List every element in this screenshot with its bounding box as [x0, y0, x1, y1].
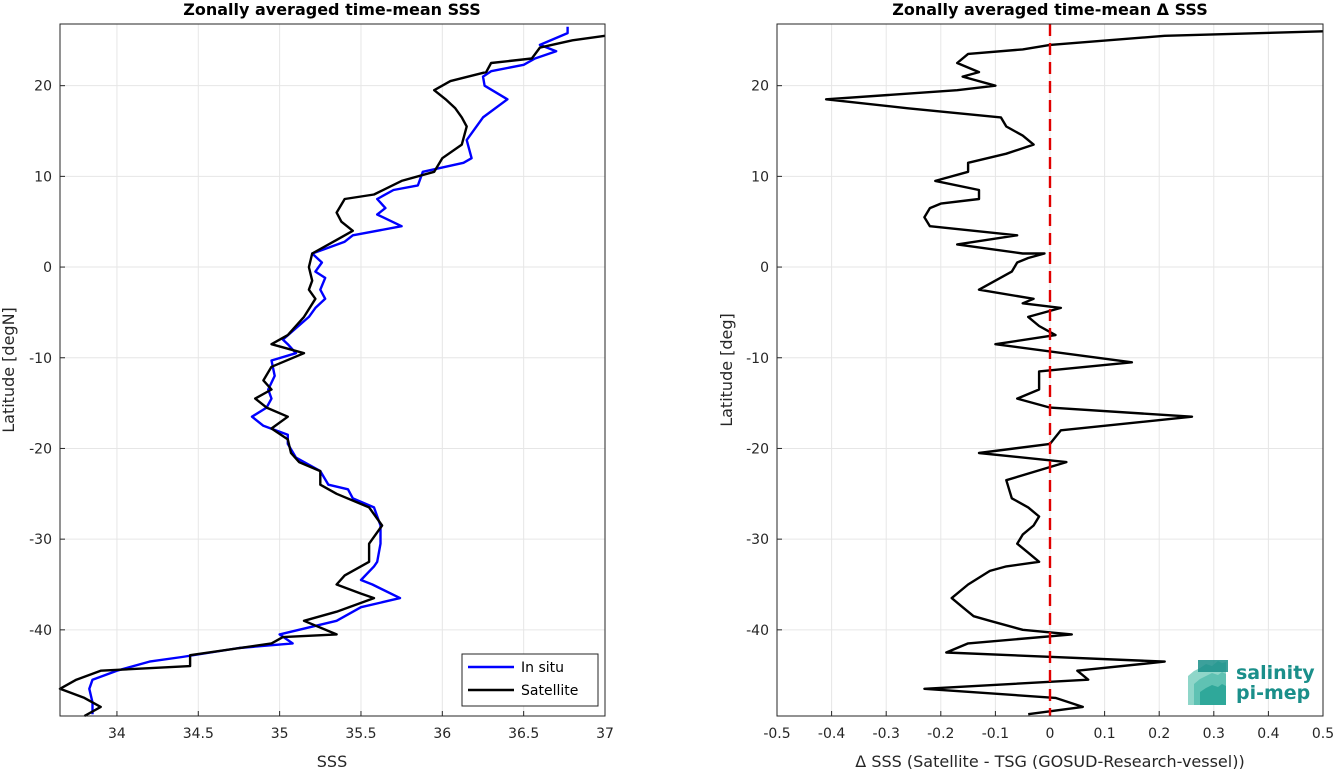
right-y-tick-label: 0	[760, 260, 769, 276]
left-y-tick-label: 0	[43, 260, 52, 276]
left-x-tick-label: 34	[108, 726, 126, 742]
right-tick-labels: -0.5 -0.4 -0.3 -0.2 -0.1 0 0.1 0.2 0.3 0.4 0.5 -40 -…	[746, 79, 1334, 742]
right-y-axis-label: Latitude [deg]	[717, 313, 736, 427]
right-y-tick-label: -40	[746, 623, 769, 639]
right-y-tick-label: 20	[751, 79, 769, 95]
legend-box	[461, 653, 599, 707]
right-chart-panel: -0.5 -0.4 -0.3 -0.2 -0.1 0 0.1 0.2 0.3 0.4 0.5 -40 -…	[717, 0, 1334, 769]
left-y-axis-label: Latitude [degN]	[0, 307, 18, 433]
right-x-tick-label: -0.3	[873, 726, 900, 742]
right-chart-title: Zonally averaged time-mean Δ SSS	[892, 0, 1208, 19]
right-x-tick-label: 0.5	[1312, 726, 1334, 742]
right-x-tick-label: 0.2	[1148, 726, 1170, 742]
legend-label-in-situ: In situ	[521, 660, 564, 676]
legend-label-satellite: Satellite	[521, 683, 578, 699]
right-plot-frame	[776, 23, 1324, 717]
right-x-tick-label: 0.1	[1093, 726, 1115, 742]
right-x-tick-label: -0.4	[818, 726, 845, 742]
left-y-tick-label: 20	[34, 79, 52, 95]
logo-line-2: pi-mep	[1236, 682, 1310, 704]
left-x-tick-label: 36.5	[508, 726, 539, 742]
left-series-group	[58, 26, 606, 718]
right-y-tick-label: 10	[751, 169, 769, 185]
left-y-tick-label: -40	[29, 623, 52, 639]
right-x-tick-label: -0.5	[763, 726, 790, 742]
left-y-tick-label: 10	[34, 169, 52, 185]
left-x-tick-label: 35	[271, 726, 289, 742]
left-x-tick-label: 37	[596, 726, 614, 742]
right-x-tick-label: -0.2	[927, 726, 954, 742]
logo-mark-top	[1198, 660, 1228, 672]
left-plot-frame	[59, 23, 606, 717]
right-y-tick-label: -20	[746, 441, 769, 457]
left-chart-title: Zonally averaged time-mean SSS	[183, 0, 481, 19]
right-y-tick-label: -10	[746, 351, 769, 367]
right-series-delta-sss-line	[824, 30, 1324, 716]
right-x-axis-label: Δ SSS (Satellite - TSG (GOSUD-Research-v…	[855, 752, 1244, 769]
left-y-tick-label: -10	[29, 351, 52, 367]
logo-line-1: salinity	[1236, 662, 1315, 684]
left-chart-panel: 34 34.5 35 35.5 36 36.5 37 -40 -30 -20 -10 0 10 20 Zo…	[0, 0, 614, 769]
left-x-axis-label: SSS	[317, 752, 347, 769]
left-x-tick-label: 35.5	[345, 726, 376, 742]
right-series-group	[824, 30, 1324, 716]
right-x-tick-label: -0.1	[982, 726, 1009, 742]
legend: In situ Satellite	[461, 653, 599, 707]
left-series-satellite-line	[58, 34, 606, 718]
left-y-tick-label: -30	[29, 532, 52, 548]
right-x-tick-label: 0.4	[1257, 726, 1279, 742]
left-y-tick-label: -20	[29, 441, 52, 457]
left-tick-labels: 34 34.5 35 35.5 36 36.5 37 -40 -30 -20 -10 0 10 20	[29, 79, 614, 742]
left-series-in-situ-line	[88, 26, 569, 715]
right-x-tick-label: 0.3	[1203, 726, 1225, 742]
left-x-tick-label: 36	[433, 726, 451, 742]
left-x-tick-label: 34.5	[183, 726, 214, 742]
right-x-tick-label: 0	[1046, 726, 1055, 742]
right-y-tick-label: -30	[746, 532, 769, 548]
logo-mark-front	[1200, 684, 1226, 705]
salinity-pi-mep-logo: salinity pi-mep	[1188, 660, 1315, 705]
